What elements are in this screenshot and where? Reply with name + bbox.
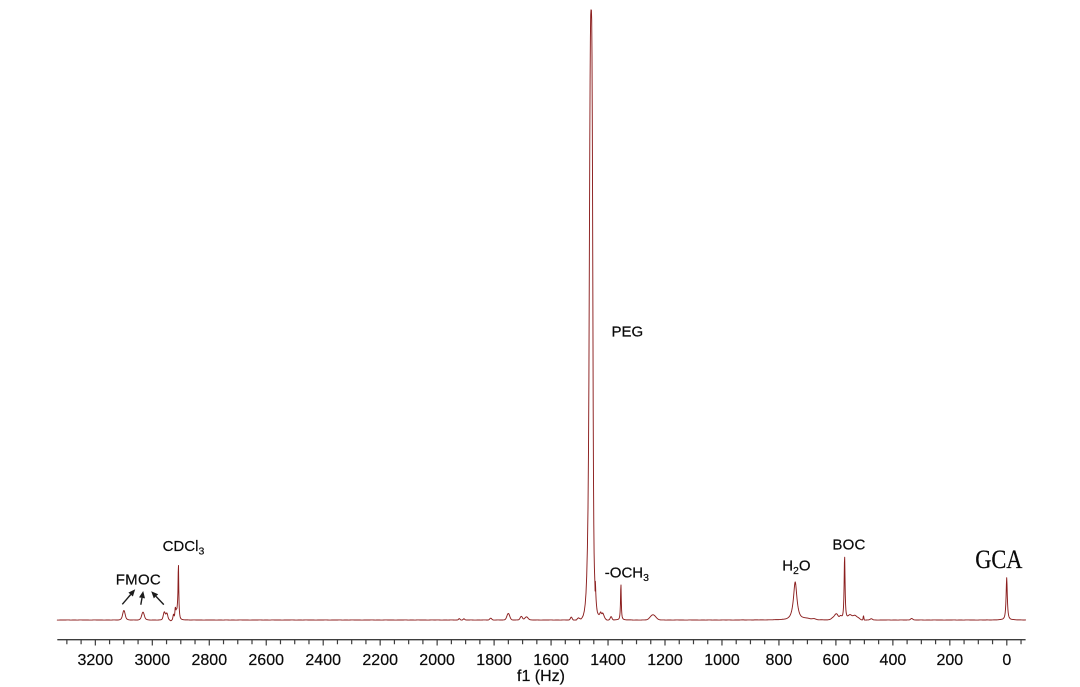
svg-text:f1 (Hz): f1 (Hz) bbox=[517, 668, 565, 685]
svg-text:600: 600 bbox=[823, 652, 850, 669]
svg-text:CDCl3: CDCl3 bbox=[163, 538, 205, 558]
svg-text:2800: 2800 bbox=[192, 652, 228, 669]
svg-text:2200: 2200 bbox=[362, 652, 398, 669]
svg-text:3200: 3200 bbox=[78, 652, 114, 669]
svg-text:-OCH3: -OCH3 bbox=[605, 564, 649, 584]
svg-text:200: 200 bbox=[936, 652, 963, 669]
svg-text:H2O: H2O bbox=[782, 557, 810, 577]
svg-text:BOC: BOC bbox=[832, 537, 865, 554]
svg-text:0: 0 bbox=[1002, 652, 1011, 669]
svg-text:2400: 2400 bbox=[305, 652, 341, 669]
svg-text:2000: 2000 bbox=[419, 652, 455, 669]
svg-text:3000: 3000 bbox=[135, 652, 171, 669]
svg-text:1200: 1200 bbox=[647, 652, 683, 669]
svg-text:1000: 1000 bbox=[704, 652, 740, 669]
svg-text:PEG: PEG bbox=[612, 323, 644, 340]
svg-text:1800: 1800 bbox=[476, 652, 512, 669]
svg-text:FMOC: FMOC bbox=[116, 571, 161, 588]
svg-text:2600: 2600 bbox=[248, 652, 284, 669]
svg-text:800: 800 bbox=[766, 652, 793, 669]
svg-text:400: 400 bbox=[880, 652, 907, 669]
svg-text:1600: 1600 bbox=[533, 652, 569, 669]
svg-text:GCA: GCA bbox=[975, 545, 1022, 574]
svg-text:1400: 1400 bbox=[590, 652, 626, 669]
